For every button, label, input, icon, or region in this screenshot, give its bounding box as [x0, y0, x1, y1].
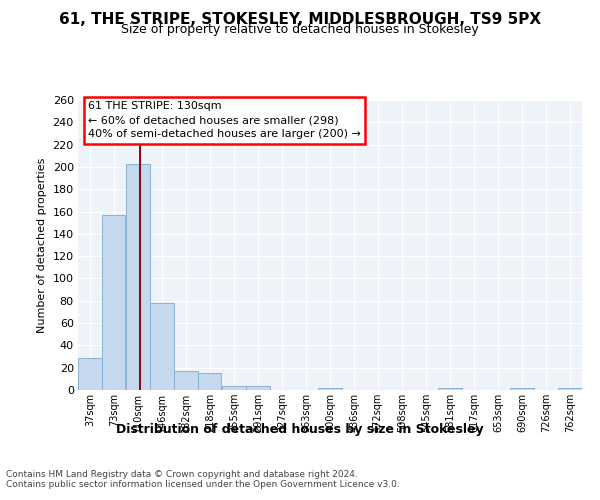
- Bar: [511, 388, 534, 390]
- Bar: [102, 215, 125, 390]
- Bar: [150, 303, 174, 390]
- Text: 61 THE STRIPE: 130sqm
← 60% of detached houses are smaller (298)
40% of semi-det: 61 THE STRIPE: 130sqm ← 60% of detached …: [88, 102, 361, 140]
- Text: Size of property relative to detached houses in Stokesley: Size of property relative to detached ho…: [121, 22, 479, 36]
- Bar: [127, 164, 150, 390]
- Bar: [319, 388, 342, 390]
- Y-axis label: Number of detached properties: Number of detached properties: [37, 158, 47, 332]
- Bar: [223, 386, 246, 390]
- Bar: [246, 386, 270, 390]
- Text: Contains HM Land Registry data © Crown copyright and database right 2024.
Contai: Contains HM Land Registry data © Crown c…: [6, 470, 400, 490]
- Bar: [174, 371, 197, 390]
- Bar: [78, 358, 101, 390]
- Bar: [438, 388, 462, 390]
- Bar: [558, 388, 581, 390]
- Bar: [198, 374, 221, 390]
- Text: Distribution of detached houses by size in Stokesley: Distribution of detached houses by size …: [116, 422, 484, 436]
- Text: 61, THE STRIPE, STOKESLEY, MIDDLESBROUGH, TS9 5PX: 61, THE STRIPE, STOKESLEY, MIDDLESBROUGH…: [59, 12, 541, 28]
